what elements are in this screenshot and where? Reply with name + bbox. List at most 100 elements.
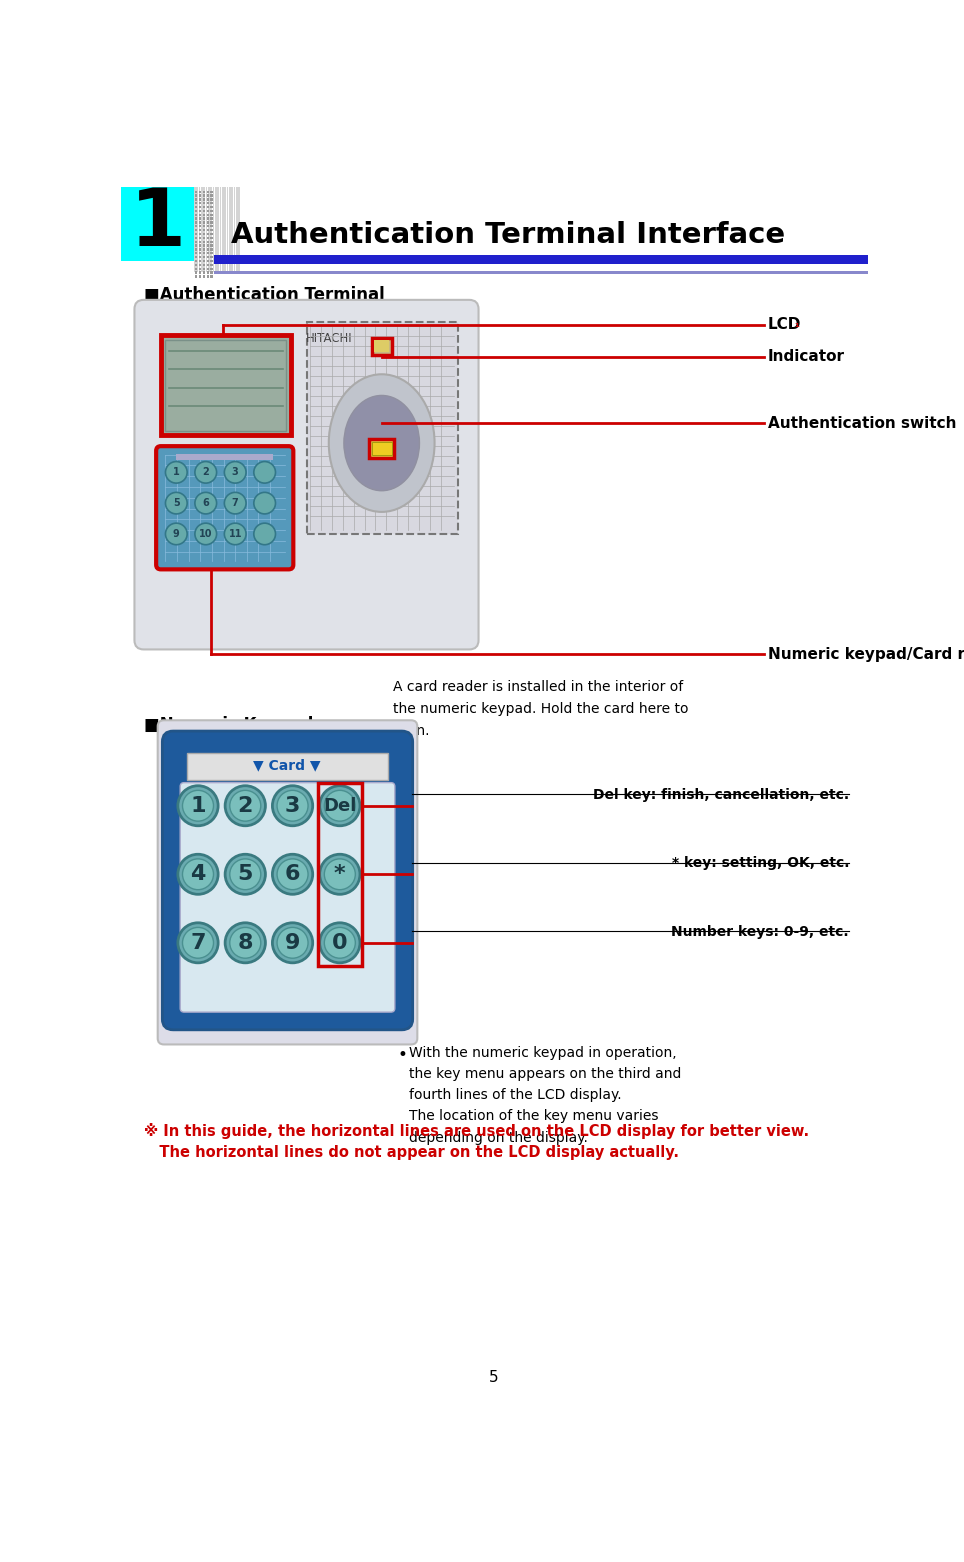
- Bar: [202, 194, 205, 197]
- Bar: [199, 248, 201, 250]
- Bar: [206, 222, 209, 223]
- Circle shape: [320, 923, 360, 962]
- Bar: [318, 783, 362, 965]
- Circle shape: [229, 859, 261, 890]
- Bar: [202, 248, 205, 250]
- Circle shape: [166, 523, 187, 545]
- Circle shape: [177, 854, 218, 895]
- Bar: [199, 230, 201, 231]
- Bar: [210, 244, 213, 247]
- Text: * key: setting, OK, etc.: * key: setting, OK, etc.: [672, 856, 849, 870]
- Bar: [210, 217, 213, 220]
- Text: Del key: finish, cancellation, etc.: Del key: finish, cancellation, etc.: [593, 787, 849, 801]
- Circle shape: [226, 854, 265, 895]
- Bar: [195, 214, 198, 216]
- Bar: [201, 187, 202, 272]
- Text: 11: 11: [228, 530, 242, 539]
- Text: Indicator: Indicator: [767, 350, 844, 364]
- Bar: [199, 237, 201, 239]
- Text: ▼ Card ▼: ▼ Card ▼: [254, 759, 321, 773]
- FancyBboxPatch shape: [180, 783, 395, 1012]
- Bar: [227, 187, 228, 272]
- Bar: [202, 244, 205, 247]
- Bar: [202, 233, 205, 236]
- Bar: [210, 230, 213, 231]
- Bar: [206, 217, 209, 220]
- Bar: [199, 217, 201, 220]
- Bar: [195, 198, 198, 200]
- Bar: [195, 222, 198, 223]
- Bar: [202, 206, 205, 208]
- Circle shape: [320, 854, 360, 895]
- Bar: [206, 248, 209, 250]
- Bar: [199, 214, 201, 216]
- Bar: [187, 753, 388, 779]
- Circle shape: [254, 523, 276, 545]
- Bar: [210, 209, 213, 212]
- Bar: [210, 225, 213, 228]
- Bar: [199, 251, 201, 255]
- Bar: [206, 206, 209, 208]
- Text: 2: 2: [202, 467, 209, 478]
- Bar: [202, 209, 205, 212]
- Text: 2: 2: [237, 795, 253, 815]
- Text: HITACHI: HITACHI: [306, 331, 353, 345]
- Bar: [210, 194, 213, 197]
- Circle shape: [254, 461, 276, 483]
- Bar: [206, 191, 209, 192]
- Bar: [195, 256, 198, 258]
- Bar: [206, 259, 209, 262]
- Bar: [199, 233, 201, 236]
- Bar: [210, 201, 213, 205]
- Text: ¹: ¹: [794, 323, 799, 333]
- Bar: [369, 439, 394, 458]
- Bar: [195, 194, 198, 197]
- Text: Authentication switch: Authentication switch: [767, 415, 956, 431]
- Bar: [202, 267, 205, 270]
- Text: Number keys: 0-9, etc.: Number keys: 0-9, etc.: [671, 925, 849, 939]
- Text: *: *: [334, 864, 346, 884]
- Bar: [161, 336, 291, 436]
- Circle shape: [226, 786, 265, 826]
- Bar: [195, 233, 198, 236]
- Bar: [210, 233, 213, 236]
- Circle shape: [277, 790, 308, 822]
- Bar: [199, 191, 201, 192]
- Bar: [199, 194, 201, 197]
- Bar: [199, 187, 201, 272]
- Text: A card reader is installed in the interior of
the numeric keypad. Hold the card : A card reader is installed in the interi…: [393, 679, 689, 737]
- Text: ■Numeric Keypad: ■Numeric Keypad: [144, 715, 313, 734]
- Circle shape: [166, 461, 187, 483]
- Bar: [202, 251, 205, 255]
- Bar: [199, 275, 201, 278]
- Bar: [210, 198, 213, 200]
- Circle shape: [229, 790, 261, 822]
- Bar: [195, 267, 198, 270]
- Bar: [238, 187, 240, 272]
- Bar: [210, 191, 213, 192]
- Bar: [210, 222, 213, 223]
- Circle shape: [182, 790, 213, 822]
- Bar: [206, 225, 209, 228]
- Bar: [206, 244, 209, 247]
- Circle shape: [225, 523, 246, 545]
- Bar: [202, 230, 205, 231]
- Bar: [176, 455, 273, 461]
- Bar: [210, 264, 213, 266]
- Bar: [199, 198, 201, 200]
- Text: 6: 6: [202, 498, 209, 508]
- Text: 1: 1: [190, 795, 205, 815]
- Bar: [371, 442, 391, 456]
- Bar: [195, 264, 198, 266]
- Bar: [194, 187, 213, 276]
- Circle shape: [324, 928, 356, 958]
- Text: 5: 5: [237, 864, 253, 884]
- Circle shape: [195, 492, 217, 514]
- FancyBboxPatch shape: [162, 731, 413, 1029]
- Circle shape: [177, 786, 218, 826]
- Text: •: •: [398, 1047, 408, 1064]
- Circle shape: [320, 786, 360, 826]
- Text: 6: 6: [284, 864, 301, 884]
- Text: The horizontal lines do not appear on the LCD display actually.: The horizontal lines do not appear on th…: [144, 1145, 679, 1159]
- Bar: [202, 222, 205, 223]
